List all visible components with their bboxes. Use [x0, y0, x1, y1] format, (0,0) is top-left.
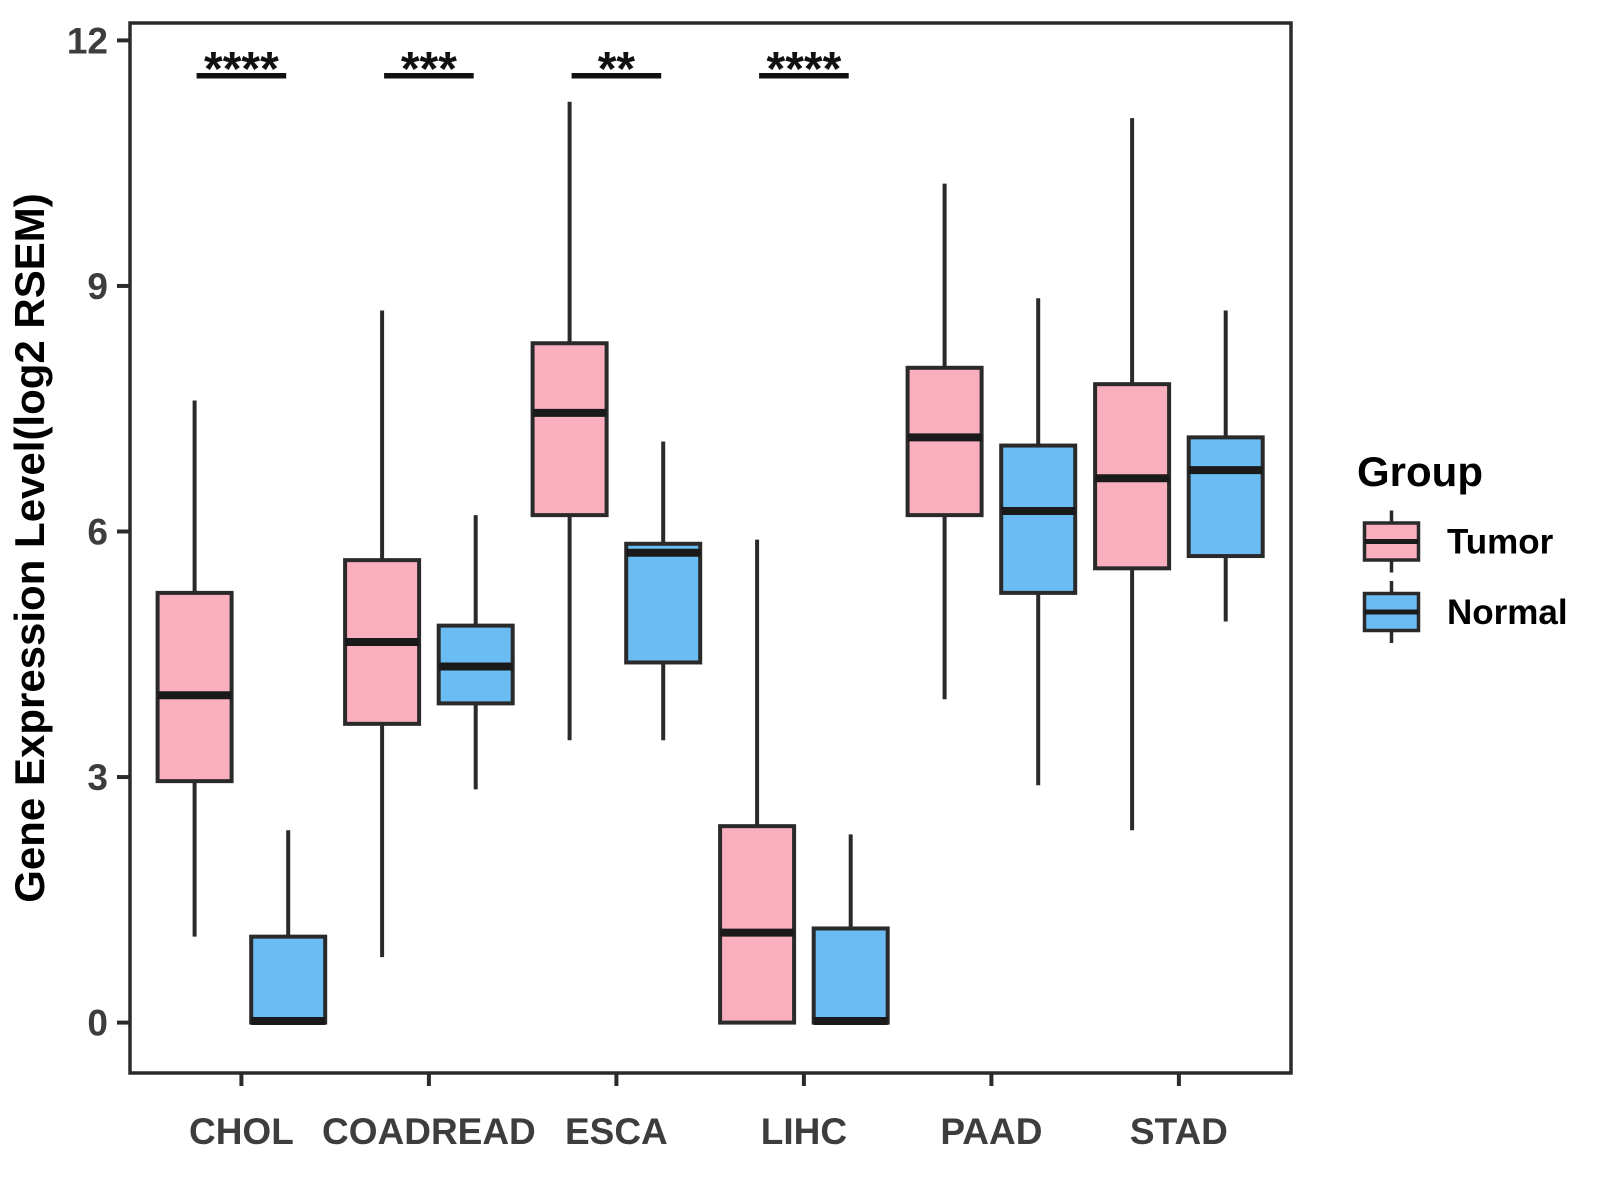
x-tick-label-STAD: STAD — [1130, 1111, 1228, 1152]
legend-label-Normal: Normal — [1447, 593, 1568, 632]
y-tick-label: 0 — [87, 1003, 108, 1044]
panel-border — [128, 21, 1293, 1075]
y-tick-label: 9 — [87, 266, 108, 307]
box-CHOL-Normal — [249, 934, 328, 1025]
box-STAD-Normal — [1186, 435, 1265, 559]
box-PAAD-Tumor — [905, 365, 984, 518]
significance-stars-LIHC: **** — [767, 43, 842, 96]
significance-bar-COADREAD — [384, 73, 474, 79]
box-ESCA-Normal — [624, 541, 703, 665]
x-tick-label-CHOL: CHOL — [189, 1111, 294, 1152]
x-tick-label-LIHC: LIHC — [761, 1111, 847, 1152]
significance-bar-CHOL — [196, 73, 287, 79]
significance-bar-LIHC — [759, 73, 849, 79]
box-ESCA-Tumor — [530, 341, 609, 518]
y-tick-label: 6 — [87, 512, 108, 553]
y-tick-label: 3 — [87, 757, 108, 798]
box-CHOL-Tumor — [155, 590, 234, 784]
box-LIHC-Tumor — [718, 824, 797, 1025]
box-PAAD-Normal — [999, 443, 1078, 595]
y-axis-title: Gene Expression Level(log2 RSEM) — [6, 193, 53, 903]
significance-bar-ESCA — [571, 73, 662, 79]
significance-stars-COADREAD: *** — [401, 43, 457, 96]
y-tick-label: 12 — [67, 20, 108, 61]
x-tick-label-PAAD: PAAD — [940, 1111, 1042, 1152]
significance-stars-CHOL: **** — [204, 43, 279, 96]
legend-title: Group — [1357, 448, 1483, 495]
x-tick-label-ESCA: ESCA — [565, 1111, 668, 1152]
x-tick-label-COADREAD: COADREAD — [322, 1111, 536, 1152]
significance-stars-ESCA: ** — [598, 43, 636, 96]
legend-label-Tumor: Tumor — [1447, 523, 1554, 562]
box-LIHC-Normal — [811, 926, 890, 1025]
